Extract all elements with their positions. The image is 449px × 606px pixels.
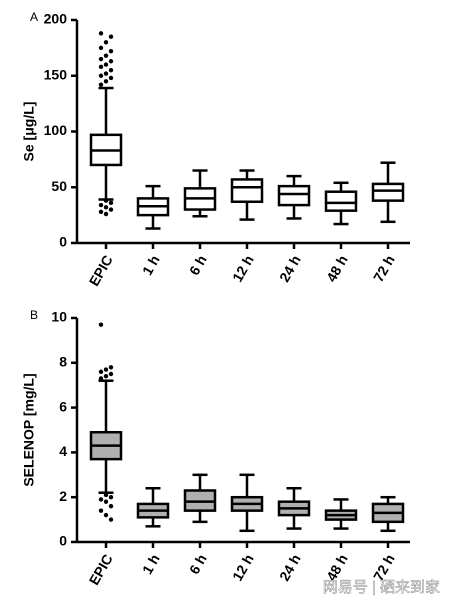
y-tick-label: 150 [44,66,68,82]
y-tick-label: 8 [59,354,67,370]
outlier [98,82,104,87]
x-tick-label: 72 h [370,252,398,284]
outlier [98,73,104,78]
y-tick-label: 0 [59,533,67,549]
outlier [108,75,114,81]
outlier [98,64,104,70]
y-tick-label: 200 [44,11,68,27]
outlier [98,202,104,208]
outlier [103,492,109,498]
outlier [103,198,109,203]
y-tick-label: 50 [51,178,67,194]
outlier [103,512,109,518]
outlier [98,56,104,62]
y-tick-label: 100 [44,122,68,138]
y-tick-label: 2 [59,488,67,504]
x-tick-label: 1 h [139,252,163,278]
y-tick-label: 4 [59,443,67,459]
outlier [98,45,104,51]
outlier [98,369,104,374]
outlier [108,67,114,73]
outlier [98,508,104,513]
panel-label: B [30,308,38,322]
y-axis-label: Se [μg/L] [21,102,37,162]
watermark: 网易号 | 硒来到家 [323,579,440,596]
x-tick-label: 48 h [323,252,351,284]
y-tick-label: 0 [59,234,67,250]
y-axis-label: SELENOP [mg/L] [21,373,37,486]
outlier [108,503,114,509]
outlier [103,205,109,210]
outlier [108,371,114,377]
outlier [98,31,104,36]
y-tick-label: 6 [59,398,67,414]
outlier [98,497,104,502]
x-tick-label: 6 h [186,252,210,278]
outlier [108,59,114,64]
outlier [103,374,109,379]
outlier [103,40,109,45]
outlier [103,367,109,372]
x-tick-label: 24 h [276,252,304,284]
x-tick-label: 12 h [229,252,257,284]
x-tick-label: EPIC [86,551,116,587]
outlier [108,495,114,500]
x-tick-label: 1 h [139,551,163,577]
outlier [103,71,109,76]
outlier [108,34,114,39]
outlier [98,322,104,327]
x-tick-label: EPIC [86,252,116,288]
outlier [108,365,114,370]
outlier [108,517,114,522]
outlier [108,207,114,212]
panel-label: A [30,10,38,24]
outlier [108,200,114,206]
x-tick-label: 12 h [229,551,257,583]
x-tick-label: 24 h [276,551,304,583]
outlier [103,211,109,217]
x-tick-label: 6 h [186,551,210,577]
outlier [103,62,109,67]
box [371,182,405,202]
box [324,190,358,212]
outlier [103,499,109,504]
box [277,184,311,207]
outlier [98,209,104,214]
box [230,178,264,203]
outlier [103,53,109,58]
outlier [108,49,114,54]
outlier [103,79,109,84]
outlier [98,376,104,381]
y-tick-label: 10 [51,309,67,325]
